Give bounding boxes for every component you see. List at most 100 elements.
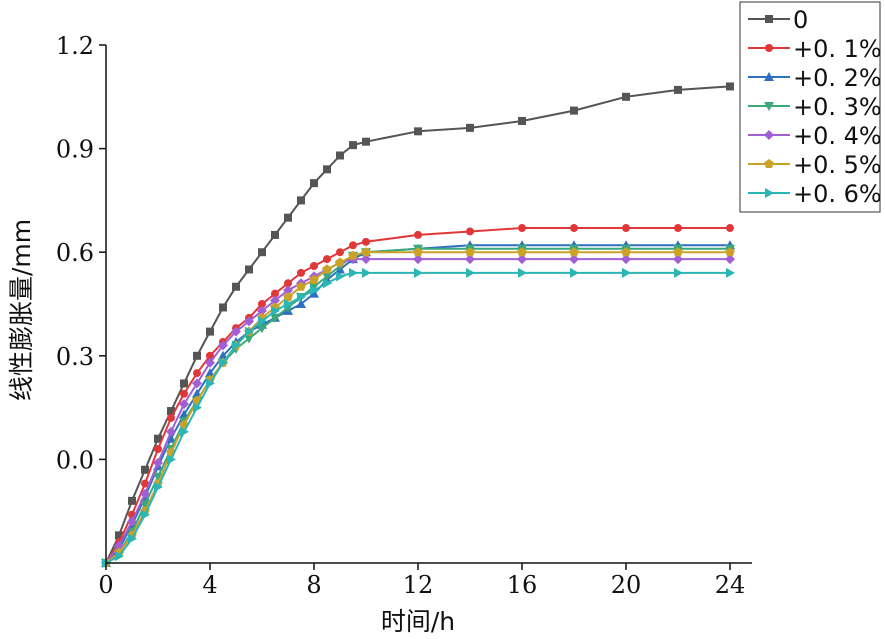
data-point <box>674 85 682 94</box>
data-point <box>349 267 358 278</box>
data-point <box>153 457 163 468</box>
y-axis-title: 线性膨胀量/mm <box>7 219 36 401</box>
series-line <box>105 85 731 564</box>
legend: 0+0. 1%+0. 2%+0. 3%+0. 4%+0. 5%+0. 6% <box>739 1 882 213</box>
data-point <box>258 300 266 308</box>
data-point <box>414 267 423 278</box>
data-point <box>310 262 318 271</box>
data-point <box>570 267 579 278</box>
data-point <box>362 267 371 278</box>
x-tick-label: 8 <box>306 571 321 599</box>
legend-label: +0. 2% <box>793 64 882 92</box>
data-point <box>336 248 344 257</box>
data-point <box>231 326 241 337</box>
data-point <box>257 324 267 334</box>
data-point <box>361 254 371 265</box>
data-point <box>284 299 293 309</box>
x-tick-label: 12 <box>403 571 434 599</box>
data-point <box>674 267 683 278</box>
series-line <box>105 227 730 564</box>
axes <box>105 45 752 564</box>
data-point <box>570 106 578 115</box>
data-point <box>258 316 267 327</box>
data-point <box>206 378 215 389</box>
data-point <box>140 500 150 510</box>
data-point <box>205 357 215 368</box>
data-point <box>362 237 370 246</box>
data-point <box>271 230 279 239</box>
data-point <box>154 482 163 492</box>
data-point <box>674 224 682 233</box>
legend-label: +0. 5% <box>793 151 882 179</box>
data-point <box>362 137 370 146</box>
series-line <box>105 244 730 564</box>
data-point <box>258 248 266 257</box>
data-point <box>466 267 475 278</box>
x-tick-label: 24 <box>715 571 746 599</box>
data-point <box>140 488 150 499</box>
legend-label: +0. 1% <box>793 35 882 63</box>
data-point <box>310 285 319 296</box>
legend-label: +0. 6% <box>793 180 882 208</box>
data-point <box>361 247 371 257</box>
data-point <box>622 224 630 233</box>
data-point <box>180 389 188 398</box>
data-point <box>115 531 123 540</box>
y-tick-label: 0.0 <box>56 446 94 474</box>
data-point <box>297 268 305 277</box>
data-point <box>193 369 201 378</box>
data-point <box>244 334 254 344</box>
data-point <box>232 340 241 351</box>
data-point <box>245 326 254 337</box>
x-ticks: 0 4 8 12 16 20 24 <box>98 563 745 599</box>
legend-marker <box>764 159 774 168</box>
legend-marker <box>765 44 773 52</box>
y-ticks: 0.0 0.3 0.6 0.9 1.2 <box>56 32 106 474</box>
data-point <box>179 399 189 410</box>
data-point <box>622 92 630 101</box>
data-point <box>413 247 423 257</box>
data-point <box>153 472 163 482</box>
data-point <box>349 241 357 250</box>
data-point <box>218 350 228 360</box>
y-tick-label: 0.6 <box>56 239 94 267</box>
data-point <box>413 254 423 265</box>
data-point <box>245 265 253 274</box>
data-point <box>167 454 176 465</box>
data-point <box>193 351 201 360</box>
data-point <box>218 340 228 351</box>
legend-marker <box>765 188 774 198</box>
data-point <box>673 247 683 257</box>
data-point <box>348 250 358 260</box>
data-point <box>518 116 526 125</box>
data-point <box>726 224 734 233</box>
legend-marker <box>764 130 774 140</box>
data-point <box>284 213 292 222</box>
data-point <box>322 264 332 274</box>
y-tick-label: 0.9 <box>56 136 94 164</box>
data-point <box>517 254 527 265</box>
legend-label: +0. 4% <box>793 122 882 150</box>
data-point <box>271 305 280 316</box>
data-point <box>465 247 475 257</box>
data-point <box>466 227 474 236</box>
legend-marker <box>765 15 773 23</box>
data-point <box>180 426 189 437</box>
data-point <box>154 445 162 454</box>
data-point <box>166 426 176 437</box>
data-point <box>725 254 735 265</box>
data-point <box>141 465 149 474</box>
legend-marker <box>764 72 774 81</box>
data-point <box>166 433 176 443</box>
data-point <box>284 279 292 288</box>
data-point <box>309 288 319 298</box>
data-point <box>192 378 202 389</box>
data-point <box>570 224 578 233</box>
data-point <box>127 516 137 527</box>
data-point <box>193 402 202 413</box>
data-point <box>517 247 527 257</box>
data-point <box>569 254 579 265</box>
data-point <box>244 316 254 327</box>
data-point <box>206 351 214 360</box>
